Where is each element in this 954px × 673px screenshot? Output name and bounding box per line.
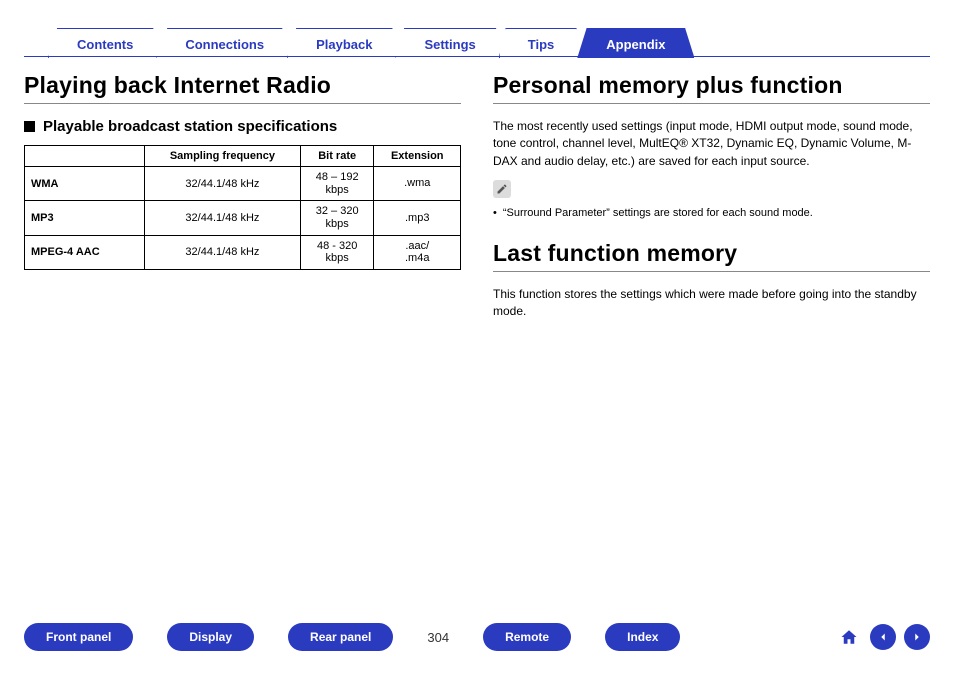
th-bitrate: Bit rate — [300, 146, 374, 167]
note-block: “Surround Parameter” settings are stored… — [493, 180, 930, 221]
tab-tips[interactable]: Tips — [499, 28, 584, 58]
cell-ext: .wma — [374, 167, 461, 201]
next-page-icon[interactable] — [904, 624, 930, 650]
cell-label: MP3 — [25, 201, 145, 235]
table-row: MP3 32/44.1/48 kHz 32 – 320kbps .mp3 — [25, 201, 461, 235]
prev-page-icon[interactable] — [870, 624, 896, 650]
subheading-playable-spec: Playable broadcast station specification… — [24, 118, 461, 135]
tab-settings[interactable]: Settings — [395, 28, 504, 58]
footer-remote[interactable]: Remote — [483, 623, 571, 651]
square-bullet-icon — [24, 121, 35, 132]
table-row: WMA 32/44.1/48 kHz 48 – 192kbps .wma — [25, 167, 461, 201]
cell-bitrate: 32 – 320kbps — [300, 201, 374, 235]
tab-contents[interactable]: Contents — [48, 28, 162, 58]
para-last-function: This function stores the settings which … — [493, 286, 930, 321]
pencil-icon — [493, 180, 511, 198]
footer-rear-panel[interactable]: Rear panel — [288, 623, 393, 651]
cell-ext: .mp3 — [374, 201, 461, 235]
h1-underline-right-b — [493, 271, 930, 272]
th-sampling: Sampling frequency — [145, 146, 301, 167]
footer-nav: Front panel Display Rear panel 304 Remot… — [24, 623, 930, 651]
h1-underline-right-a — [493, 103, 930, 104]
top-tab-nav: Contents Connections Playback Settings T… — [24, 18, 930, 58]
footer-front-panel[interactable]: Front panel — [24, 623, 133, 651]
footer-index[interactable]: Index — [605, 623, 680, 651]
footer-display[interactable]: Display — [167, 623, 254, 651]
left-column: Playing back Internet Radio Playable bro… — [24, 72, 461, 330]
table-row: MPEG-4 AAC 32/44.1/48 kHz 48 - 320kbps .… — [25, 235, 461, 269]
right-column: Personal memory plus function The most r… — [493, 72, 930, 330]
subheading-text: Playable broadcast station specification… — [43, 118, 337, 135]
cell-bitrate: 48 – 192kbps — [300, 167, 374, 201]
cell-ext: .aac/.m4a — [374, 235, 461, 269]
page-number: 304 — [427, 630, 449, 645]
cell-label: MPEG-4 AAC — [25, 235, 145, 269]
th-empty — [25, 146, 145, 167]
cell-freq: 32/44.1/48 kHz — [145, 201, 301, 235]
cell-freq: 32/44.1/48 kHz — [145, 167, 301, 201]
spec-table: Sampling frequency Bit rate Extension WM… — [24, 145, 461, 270]
th-ext: Extension — [374, 146, 461, 167]
home-icon[interactable] — [836, 624, 862, 650]
cell-label: WMA — [25, 167, 145, 201]
footer-right-icons — [836, 624, 930, 650]
heading-internet-radio: Playing back Internet Radio — [24, 72, 461, 99]
tab-appendix[interactable]: Appendix — [577, 28, 694, 58]
heading-last-function: Last function memory — [493, 240, 930, 267]
h1-underline-left — [24, 103, 461, 104]
cell-freq: 32/44.1/48 kHz — [145, 235, 301, 269]
note-item: “Surround Parameter” settings are stored… — [493, 206, 930, 221]
cell-bitrate: 48 - 320kbps — [300, 235, 374, 269]
tab-connections[interactable]: Connections — [156, 28, 293, 58]
heading-personal-memory: Personal memory plus function — [493, 72, 930, 99]
para-personal-memory: The most recently used settings (input m… — [493, 118, 930, 170]
tab-playback[interactable]: Playback — [287, 28, 401, 58]
tabnav-underline — [24, 56, 930, 57]
